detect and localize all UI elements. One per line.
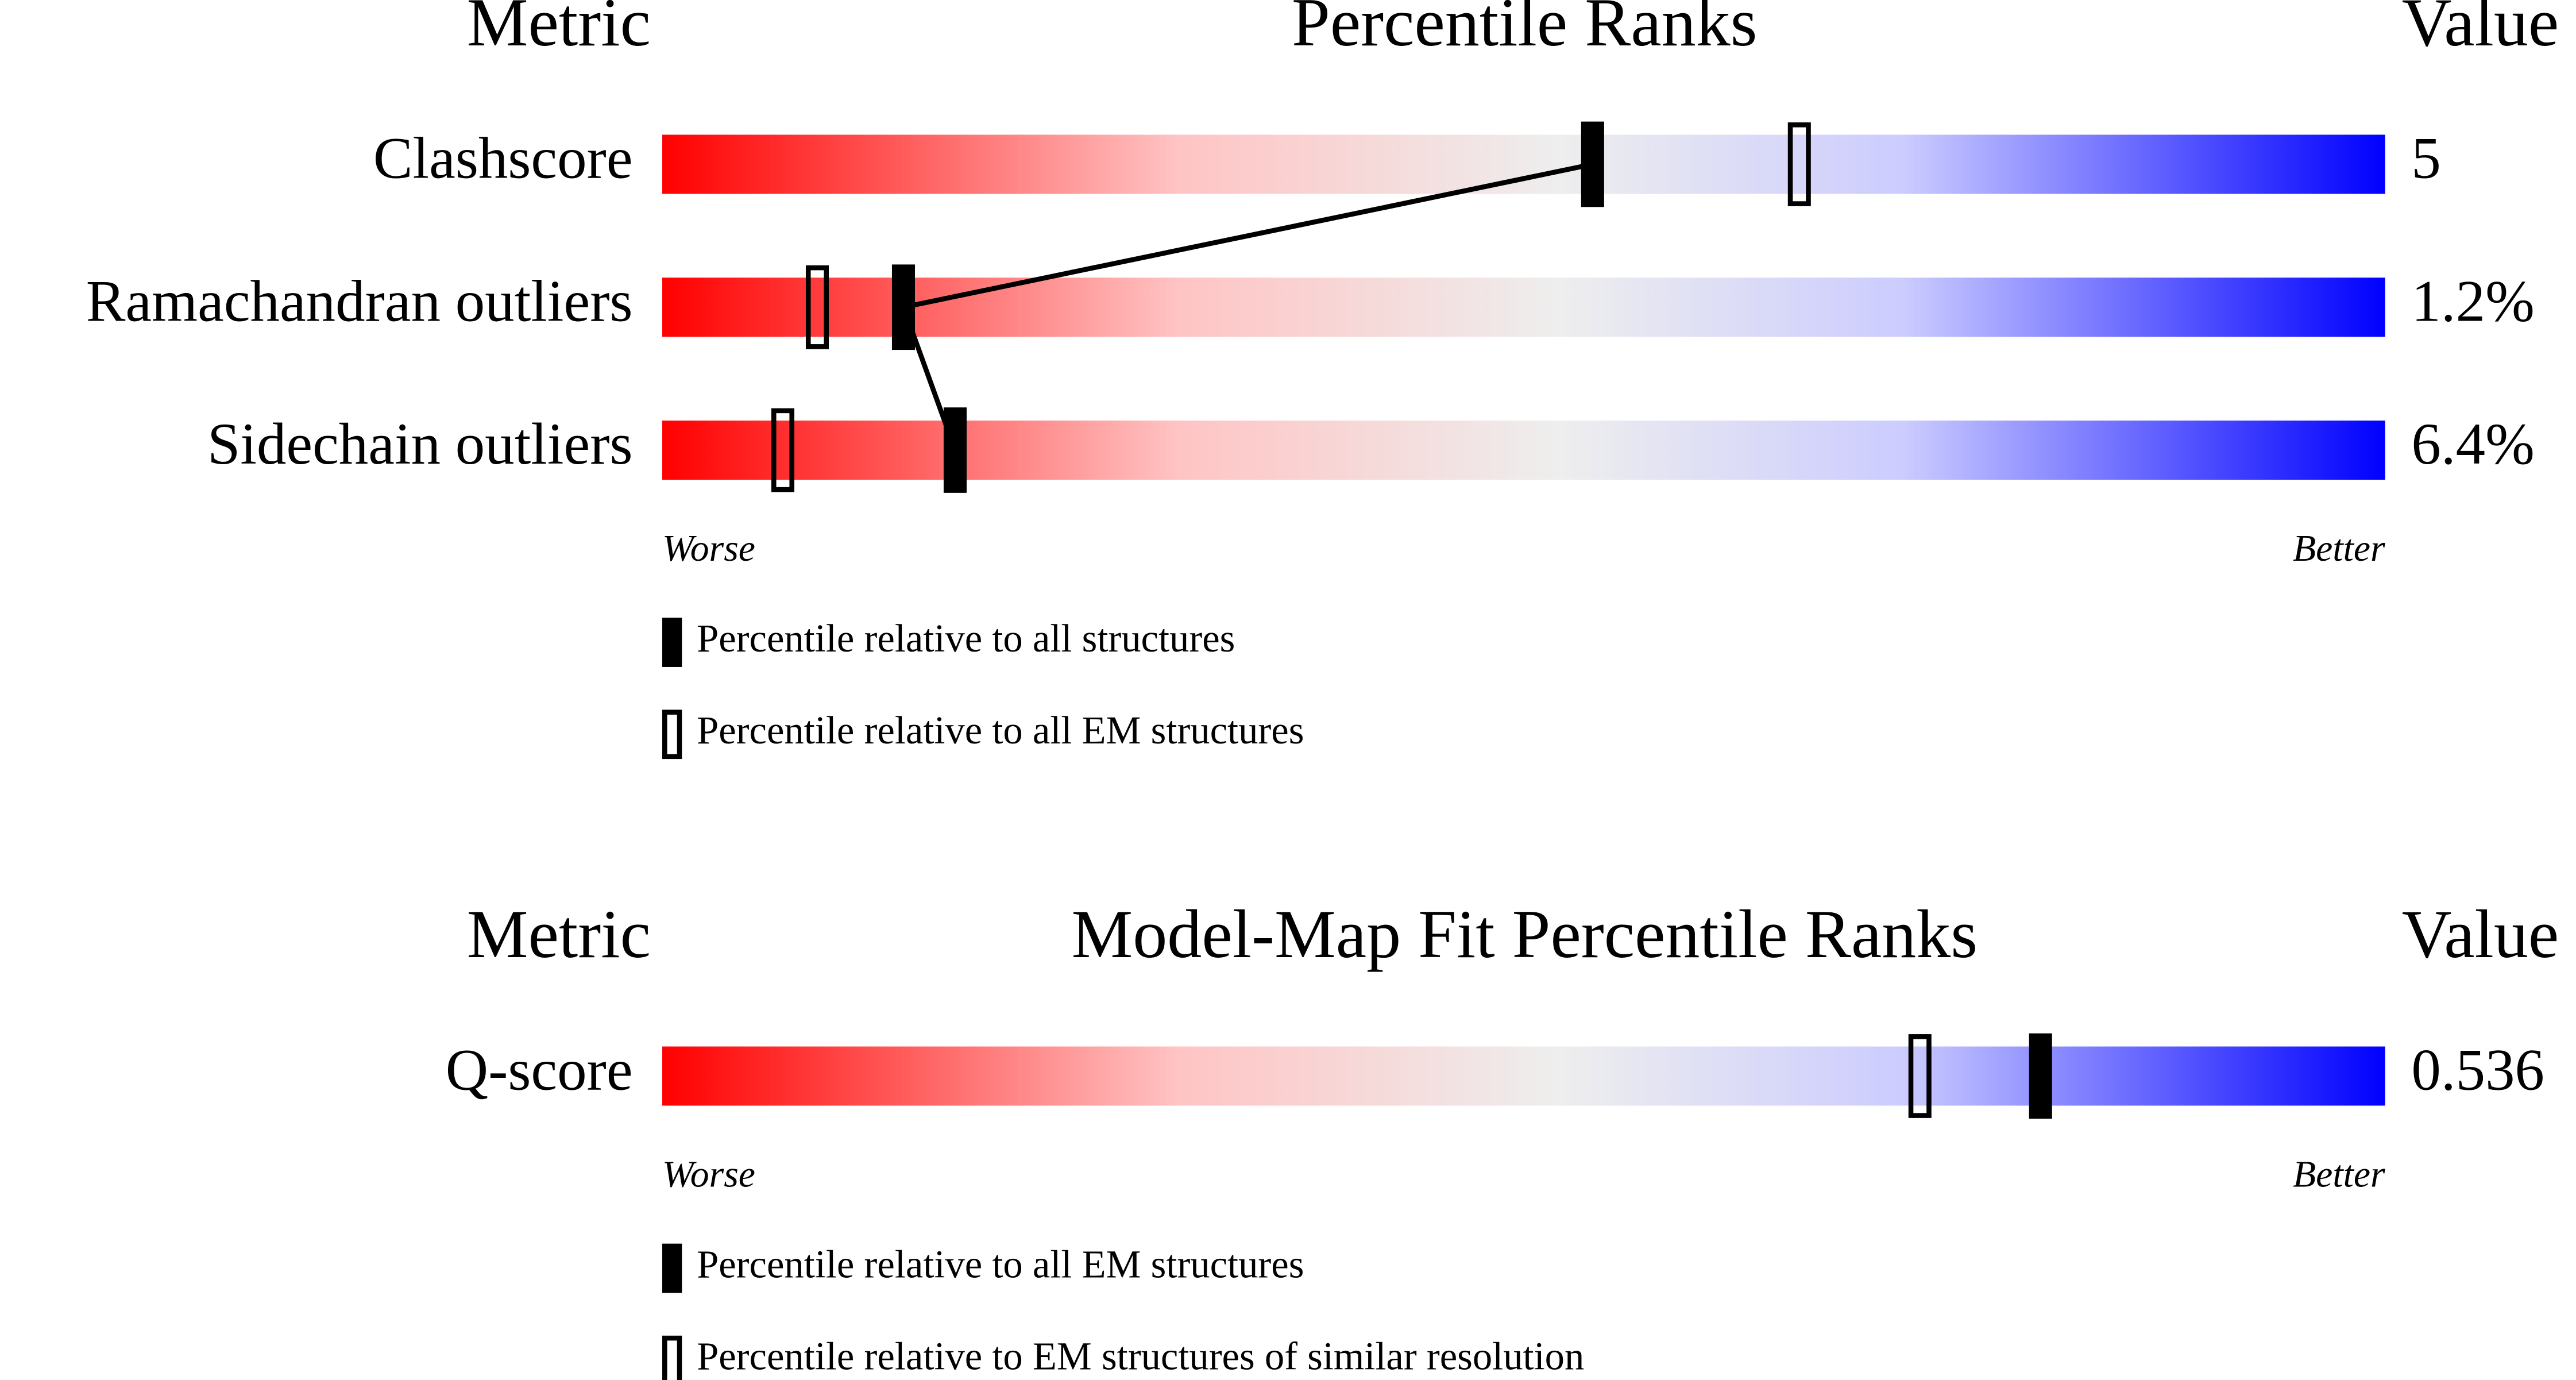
metric-value: 6.4% xyxy=(2411,411,2534,477)
chart-title: Percentile Ranks xyxy=(1292,0,1757,60)
worse-label: Worse xyxy=(662,1153,755,1195)
metric-value: 0.536 xyxy=(2411,1038,2544,1103)
legend-label: Percentile relative to all structures xyxy=(697,616,1235,660)
value-header: Value xyxy=(2402,0,2559,60)
percentile-bar xyxy=(662,421,2385,480)
percentile-marker-filled xyxy=(2029,1033,2052,1119)
metric-header: Metric xyxy=(467,896,651,972)
legend-marker xyxy=(662,1243,682,1293)
percentile-bar xyxy=(662,277,2385,337)
metric-header: Metric xyxy=(467,0,651,60)
legend-label: Percentile relative to all EM structures xyxy=(697,1242,1304,1286)
metric-label: Q-score xyxy=(446,1038,633,1103)
legend-marker xyxy=(662,1335,682,1380)
value-header: Value xyxy=(2402,896,2559,972)
better-label: Better xyxy=(2293,527,2385,569)
legend-label: Percentile relative to all EM structures xyxy=(697,708,1304,752)
legend-marker xyxy=(662,710,682,760)
chart-title: Model-Map Fit Percentile Ranks xyxy=(1071,896,1978,972)
metric-label: Clashscore xyxy=(373,126,633,191)
percentile-marker-open xyxy=(1787,122,1811,206)
percentile-marker-filled xyxy=(891,264,915,350)
legend-label: Percentile relative to EM structures of … xyxy=(697,1334,1584,1378)
percentile-marker-open xyxy=(805,265,829,349)
percentile-marker-filled xyxy=(943,407,967,493)
percentile-marker-filled xyxy=(1581,121,1604,207)
percentile-marker-open xyxy=(771,408,795,492)
better-label: Better xyxy=(2293,1153,2385,1195)
percentile-bar xyxy=(662,134,2385,194)
metric-label: Ramachandran outliers xyxy=(86,268,633,334)
metric-value: 1.2% xyxy=(2411,268,2534,334)
percentile-marker-open xyxy=(1908,1034,1932,1118)
worse-label: Worse xyxy=(662,527,755,569)
legend-marker xyxy=(662,618,682,667)
metric-value: 5 xyxy=(2411,126,2440,191)
metric-label: Sidechain outliers xyxy=(207,411,632,477)
percentile-bar xyxy=(662,1046,2385,1106)
